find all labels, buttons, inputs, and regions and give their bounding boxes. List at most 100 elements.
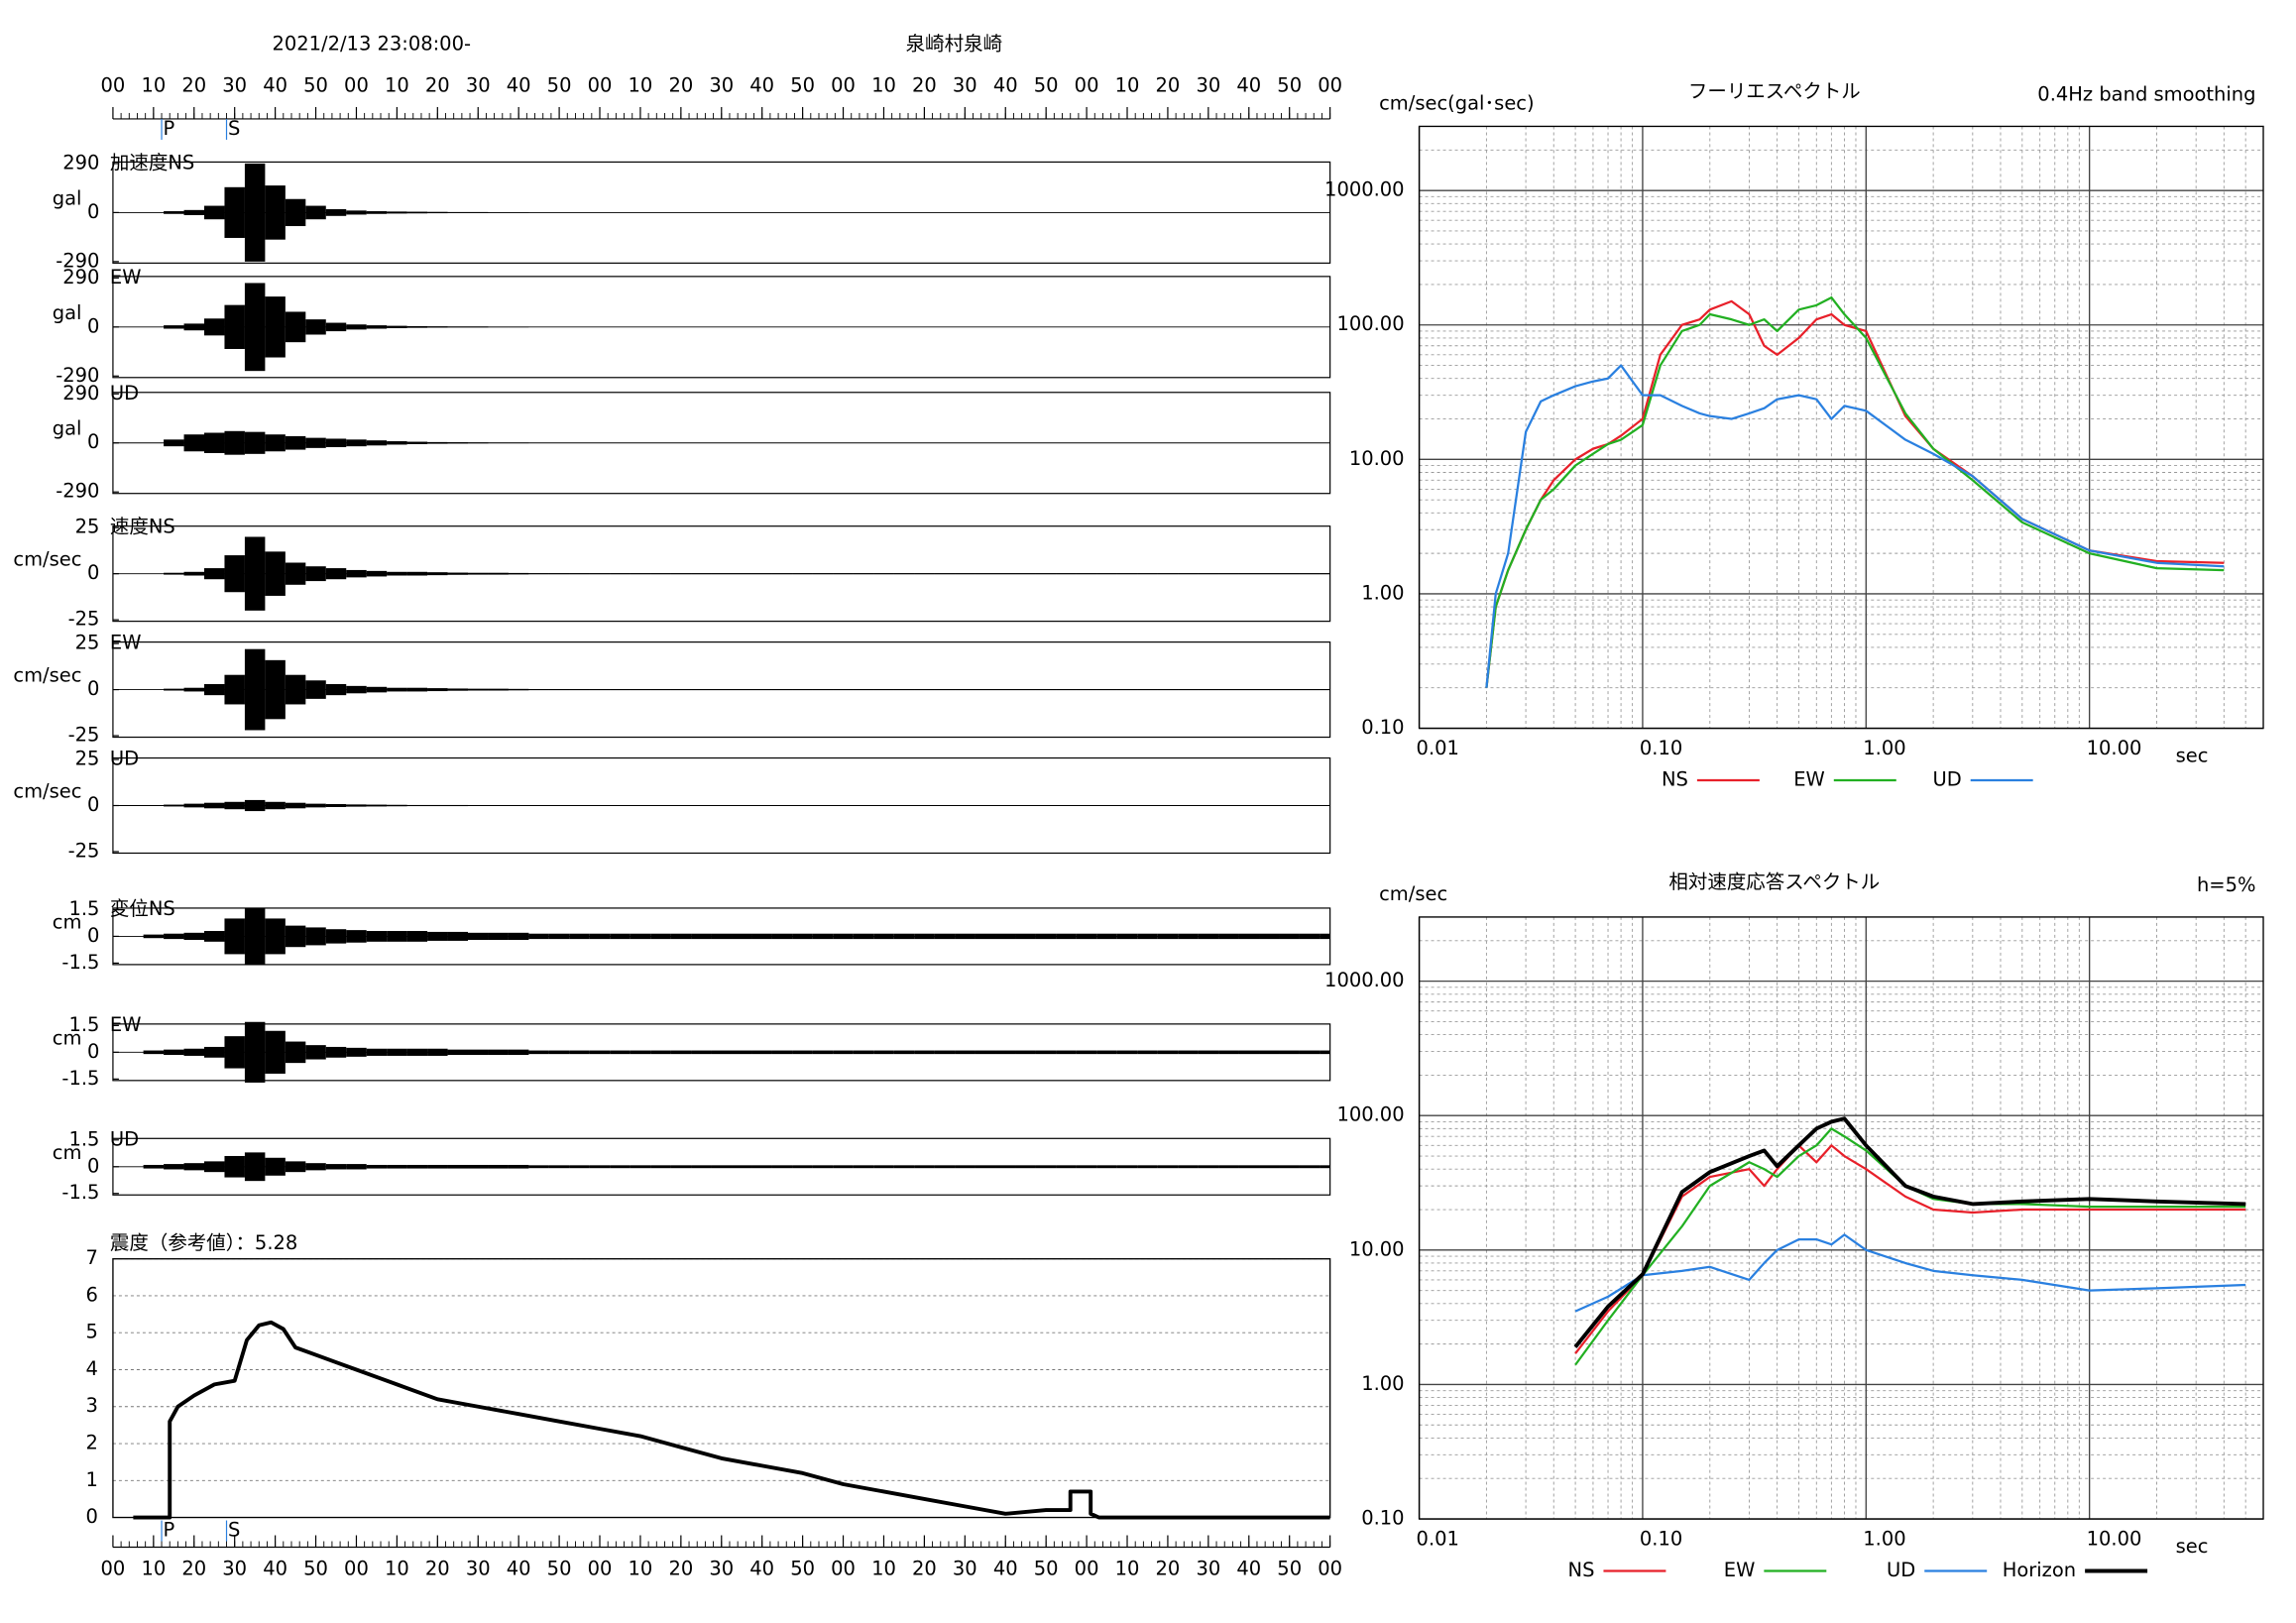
- waveform-envelope: [447, 931, 469, 941]
- waveform-envelope: [771, 805, 793, 806]
- waveform-envelope: [955, 573, 976, 575]
- x-tick-label: 00: [588, 73, 613, 96]
- waveform-envelope: [325, 208, 347, 216]
- waveform-envelope: [732, 689, 752, 691]
- waveform-envelope: [1157, 933, 1179, 940]
- waveform-envelope: [914, 1165, 935, 1169]
- waveform-envelope: [1198, 933, 1219, 940]
- waveform-envelope: [610, 573, 631, 575]
- x-tick-label: 20: [1156, 73, 1181, 96]
- x-tick-label: 50: [1034, 1558, 1059, 1580]
- waveform-envelope: [771, 689, 793, 691]
- waveform-envelope: [447, 1049, 469, 1056]
- waveform-envelope: [751, 805, 772, 806]
- waveform-envelope: [893, 573, 915, 575]
- waveform-envelope: [1178, 933, 1199, 940]
- panel-label: EW: [110, 1013, 142, 1036]
- waveform-envelope: [1056, 1050, 1077, 1055]
- waveform-envelope: [1096, 573, 1117, 575]
- y-tick-label: 0: [87, 924, 99, 947]
- x-tick-label: 50: [547, 1558, 572, 1580]
- waveform-envelope: [346, 685, 367, 694]
- x-tick-label: 10: [629, 73, 653, 96]
- panel-unit: gal: [53, 301, 82, 324]
- panel-unit: cm: [53, 1026, 82, 1049]
- waveform-envelope: [630, 1165, 651, 1169]
- chart-title: フーリエスペクトル: [1688, 79, 1861, 102]
- y-tick-label: 5: [86, 1321, 98, 1343]
- waveform-envelope: [955, 689, 976, 691]
- x-tick-label: 10: [871, 73, 896, 96]
- x-tick-label: 50: [790, 1558, 815, 1580]
- panel-unit: cm/sec: [13, 664, 81, 687]
- y-tick-label: -25: [68, 608, 100, 631]
- waveform-envelope: [934, 1050, 956, 1055]
- waveform-envelope: [589, 1165, 611, 1169]
- y-tick-label: -25: [68, 724, 100, 747]
- y-axis-label: cm/sec: [1379, 882, 1447, 905]
- waveform-envelope: [406, 931, 428, 942]
- waveform-envelope: [488, 572, 509, 575]
- waveform-envelope: [346, 930, 367, 943]
- x-tick-label: 40: [993, 73, 1018, 96]
- waveform-envelope: [325, 438, 347, 448]
- waveform-envelope: [853, 805, 874, 806]
- waveform-envelope: [1116, 1050, 1138, 1055]
- waveform-envelope: [183, 209, 205, 215]
- waveform-envelope: [691, 573, 712, 575]
- waveform-envelope: [285, 311, 306, 343]
- waveform-envelope: [204, 931, 225, 942]
- waveform-envelope: [751, 573, 772, 575]
- x-tick-label: 10.00: [2087, 1528, 2142, 1551]
- plot-frame: [1418, 916, 2264, 1520]
- y-tick-label: 0: [87, 561, 99, 584]
- x-tick-label: 00: [1318, 73, 1342, 96]
- waveform-envelope: [488, 1164, 509, 1169]
- x-tick-label: 30: [709, 1558, 734, 1580]
- waveform-envelope: [285, 198, 306, 227]
- waveform-envelope: [1076, 1050, 1097, 1055]
- waveform-envelope: [468, 326, 489, 328]
- legend-label: NS: [1568, 1559, 1595, 1581]
- waveform-envelope: [569, 1165, 590, 1169]
- waveform-envelope: [1096, 933, 1117, 940]
- x-tick-label: 30: [222, 1558, 247, 1580]
- waveform-envelope: [447, 804, 469, 807]
- waveform-envelope: [548, 805, 570, 806]
- waveform-envelope: [285, 802, 306, 809]
- waveform-envelope: [468, 1049, 489, 1056]
- waveform-envelope: [630, 573, 651, 575]
- waveform-envelope: [873, 1165, 894, 1169]
- waveform-envelope: [387, 325, 407, 329]
- waveform-envelope: [366, 686, 388, 693]
- x-axis-label: sec: [2176, 1535, 2209, 1558]
- waveform-envelope: [1178, 573, 1199, 575]
- waveform-envelope: [1157, 1050, 1179, 1055]
- waveform-envelope: [569, 933, 590, 940]
- waveform-envelope: [1279, 573, 1300, 575]
- waveform-envelope: [691, 689, 712, 691]
- waveform-envelope: [751, 689, 772, 691]
- waveform-envelope: [589, 573, 611, 575]
- y-tick-label: 0: [87, 200, 99, 223]
- waveform-envelope: [751, 933, 772, 940]
- waveform-envelope: [468, 805, 489, 806]
- waveform-envelope: [528, 805, 549, 806]
- waveform-envelope: [1218, 1050, 1239, 1055]
- waveform-envelope: [387, 571, 407, 576]
- waveform-envelope: [244, 431, 266, 454]
- waveform-envelope: [1035, 1050, 1057, 1055]
- x-tick-label: 50: [1277, 1558, 1302, 1580]
- waveform-envelope: [1218, 933, 1239, 940]
- x-tick-label: 10: [1115, 73, 1140, 96]
- waveform-envelope: [528, 1165, 549, 1169]
- waveform-envelope: [427, 211, 448, 214]
- waveform-envelope: [183, 571, 205, 576]
- x-tick-label: 10: [385, 73, 409, 96]
- waveform-envelope: [366, 440, 388, 446]
- waveform-envelope: [508, 1049, 529, 1056]
- waveform-envelope: [975, 689, 996, 691]
- y-tick-label: -290: [56, 364, 99, 387]
- waveform-envelope: [406, 687, 428, 692]
